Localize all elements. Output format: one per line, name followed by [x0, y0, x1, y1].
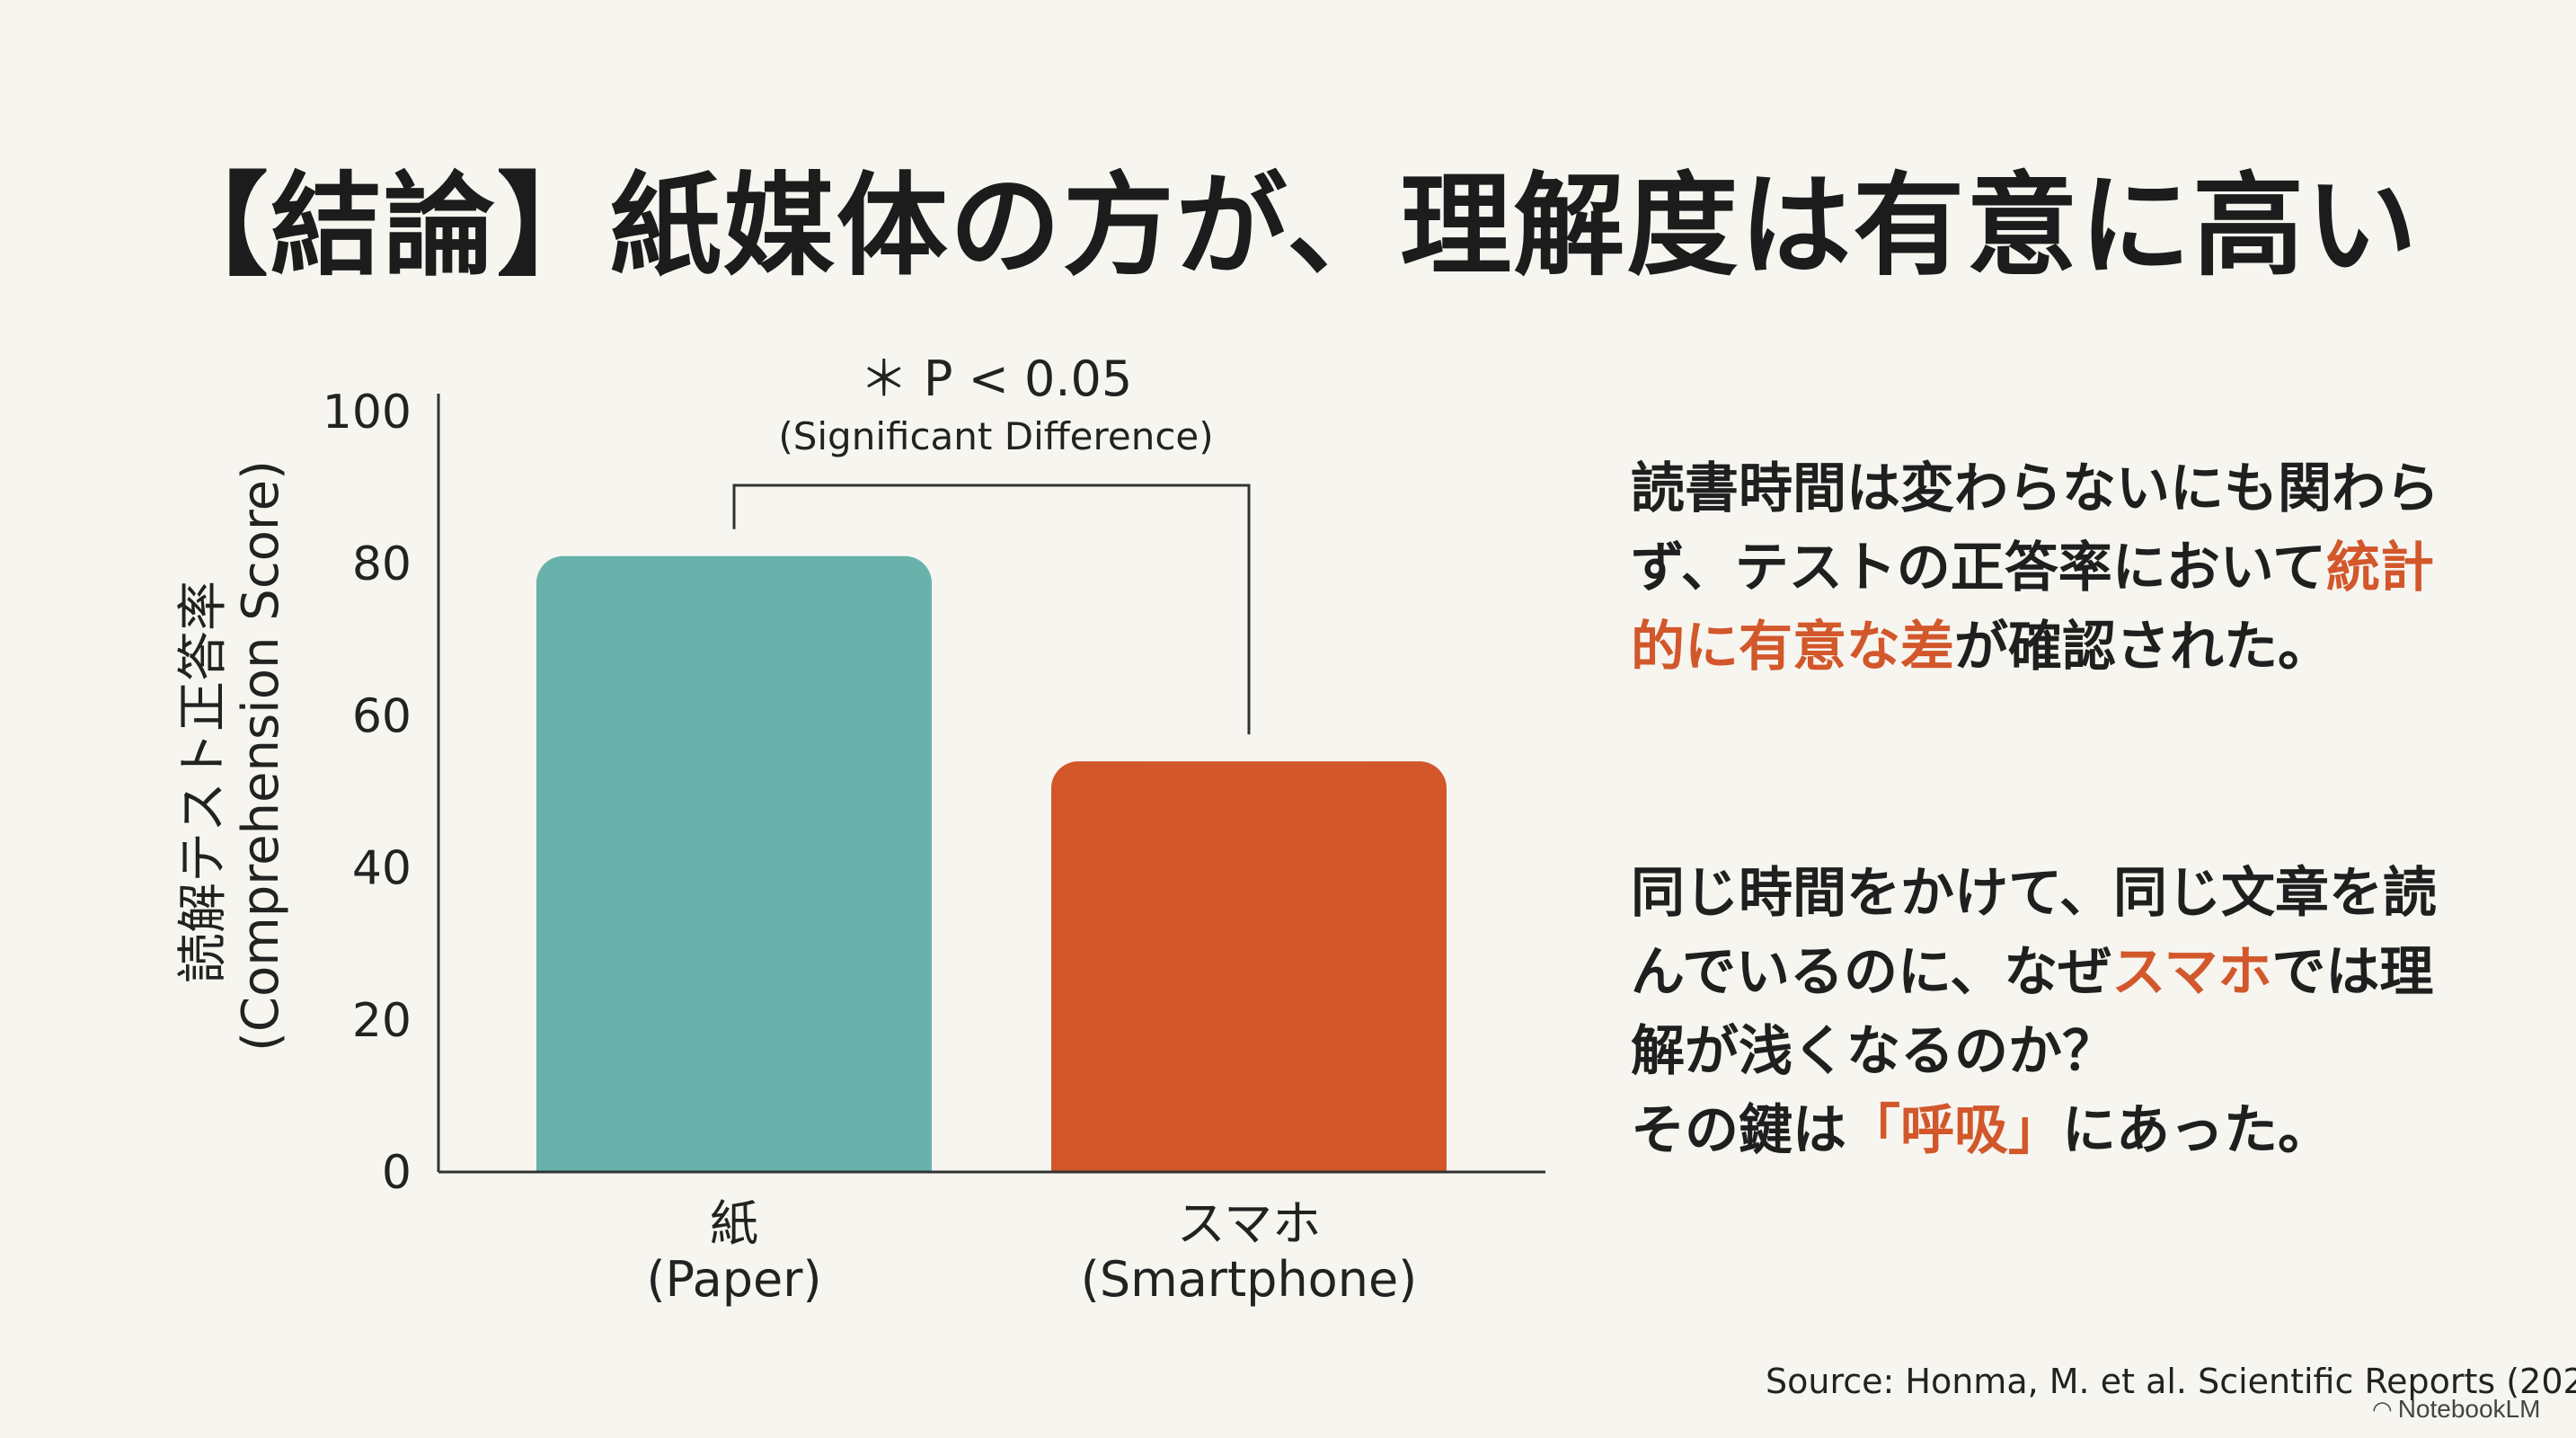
notebooklm-logo-icon: ◠ [2372, 1396, 2393, 1423]
x-tick-label: (Smartphone) [1081, 1251, 1417, 1308]
summary-paragraph: 読書時間は変わらないにも関わらず、テストの正答率において統計的に有意な差が確認さ… [1631, 449, 2439, 687]
y-tick-label: 60 [352, 689, 412, 743]
highlight-text: 「呼吸」 [1846, 1099, 2062, 1162]
brand-label: NotebookLM [2397, 1395, 2541, 1423]
y-axis-label-line: (Comprehension Score) [232, 460, 291, 1052]
y-tick-label: 0 [382, 1146, 412, 1200]
bar-chart: 0 20 40 60 80 100 紙(Paper) スマホ(Smartphone) ＊ P <… [323, 351, 1545, 1308]
brand-watermark: ◠ NotebookLM [2372, 1395, 2540, 1424]
text-segment: が確認された。 [1954, 616, 2332, 679]
page-title: 【結論】紙媒体の方が、理解度は有意に高い [156, 162, 2420, 291]
significance-bracket [732, 484, 1251, 735]
y-tick-label: 100 [323, 386, 412, 439]
annotation-text: ＊ P < 0.05 [860, 351, 1133, 407]
highlight-text: スマホ [2111, 941, 2272, 1004]
annotation-text: (Significant Difference) [778, 414, 1213, 458]
question-paragraph: 同じ時間をかけて、同じ文章を読んでいるのに、なぜスマホでは理解が浅くなるのか？ そ… [1631, 854, 2439, 1170]
x-tick-label: (Paper) [646, 1251, 821, 1308]
highlight-text: 統計的に有意な差 [1631, 537, 2434, 679]
text-segment: にあった。 [2062, 1099, 2332, 1162]
y-axis-label: 読解テスト正答率 (Comprehension Score) [174, 460, 291, 1052]
text-segment: では理解が浅くなるのか？ [1631, 941, 2434, 1083]
x-tick-label: 紙 [710, 1195, 758, 1252]
x-tick-label: スマホ [1177, 1195, 1321, 1252]
text-segment: その鍵は [1631, 1099, 1846, 1162]
bar-base [536, 591, 932, 1172]
y-tick-label: 20 [352, 994, 412, 1048]
y-axis-label-line: 読解テスト正答率 [174, 581, 233, 983]
y-tick-label: 40 [352, 842, 412, 896]
y-tick-label: 80 [352, 537, 412, 591]
text-segment: 同じ時間をかけて、同じ文章を読んでいるのに、なぜ [1631, 862, 2437, 1004]
bar-base [1051, 797, 1447, 1172]
text-segment: 読書時間は変わらないにも関わらず、テストの正答率において [1631, 457, 2439, 599]
source-citation: Source: Honma, M. et al. Scientific Repo… [1766, 1362, 2576, 1401]
